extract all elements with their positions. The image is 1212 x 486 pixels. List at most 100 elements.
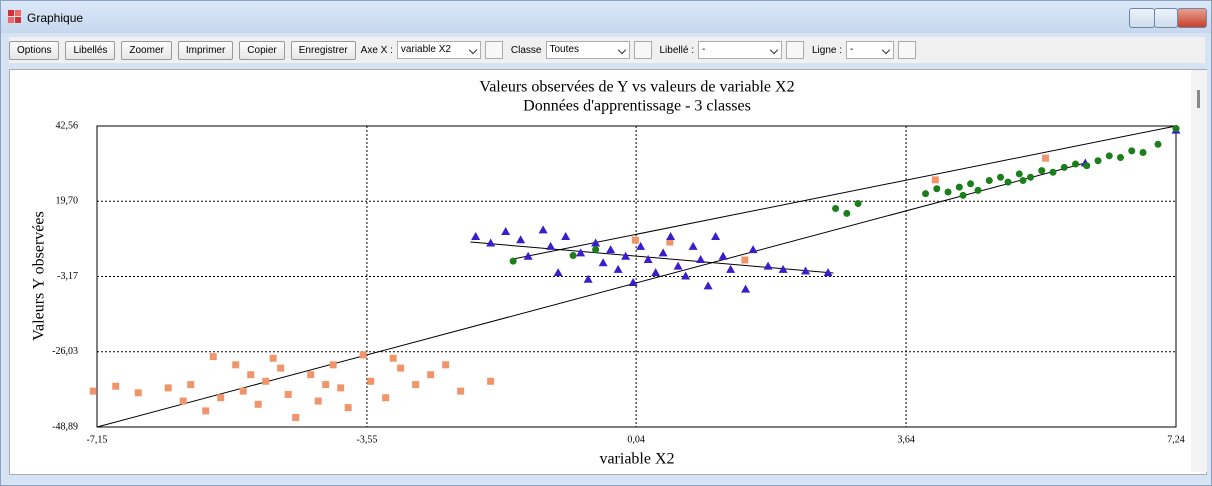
- point: [382, 394, 390, 402]
- chart-subtitle: Données d'apprentissage - 3 classes: [523, 98, 751, 115]
- refresh[interactable]: [484, 41, 503, 59]
- dropdown[interactable]: -: [697, 41, 782, 59]
- point: [778, 264, 788, 273]
- point: [843, 209, 851, 217]
- point: [666, 231, 676, 240]
- point: [187, 381, 195, 389]
- search[interactable]: [898, 41, 916, 59]
- dropdown[interactable]: -: [846, 41, 894, 59]
- y-tick-label: 19,70: [56, 196, 79, 207]
- point: [1042, 154, 1050, 162]
- point: [606, 245, 616, 254]
- refresh[interactable]: [633, 41, 652, 59]
- point: [329, 361, 337, 369]
- regression-line: [470, 241, 834, 274]
- point: [487, 377, 495, 385]
- point: [592, 246, 600, 254]
- point: [202, 407, 210, 415]
- point: [832, 204, 840, 212]
- point: [269, 354, 277, 362]
- point: [179, 397, 187, 405]
- point: [658, 248, 668, 257]
- point: [1038, 167, 1046, 175]
- point: [1072, 160, 1080, 168]
- point: [1117, 153, 1125, 161]
- point: [801, 266, 811, 275]
- app-icon: [8, 10, 21, 23]
- x-tick-label: 3,64: [897, 434, 915, 445]
- scroll-thumb[interactable]: [1197, 90, 1200, 108]
- button[interactable]: Libellés: [65, 40, 116, 60]
- y-tick-label: -3,17: [57, 271, 78, 282]
- point: [427, 371, 435, 379]
- point: [277, 364, 285, 372]
- point: [591, 238, 601, 247]
- point: [523, 251, 533, 260]
- x-tick-label: -3,55: [357, 434, 378, 445]
- point: [538, 225, 548, 234]
- point: [337, 384, 345, 392]
- x-axis-label: variable X2: [599, 451, 674, 468]
- point: [933, 185, 941, 193]
- point: [651, 268, 661, 277]
- point: [741, 284, 751, 293]
- chart-pane: [9, 69, 1207, 475]
- point: [583, 274, 593, 283]
- dropdown[interactable]: variable X2: [396, 41, 481, 59]
- point: [247, 371, 255, 379]
- button[interactable]: Copier: [239, 40, 285, 60]
- point: [666, 238, 674, 246]
- button[interactable]: Zoomer: [121, 40, 172, 60]
- point: [344, 404, 352, 412]
- point: [613, 264, 623, 273]
- point: [1004, 178, 1012, 186]
- point: [1049, 168, 1057, 176]
- point: [643, 254, 653, 263]
- label: Libellé :: [659, 44, 694, 56]
- point: [823, 268, 833, 277]
- point: [681, 271, 691, 280]
- button[interactable]: Options: [9, 40, 60, 60]
- point: [569, 252, 577, 260]
- point: [576, 248, 586, 257]
- point: [209, 353, 217, 361]
- point: [1172, 125, 1180, 133]
- point: [763, 261, 773, 270]
- point: [471, 231, 481, 240]
- point: [748, 245, 758, 254]
- close[interactable]: [1177, 8, 1207, 28]
- dropdown[interactable]: Toutes: [545, 41, 630, 59]
- point: [1015, 170, 1023, 178]
- scrollbar[interactable]: [1191, 70, 1207, 472]
- point: [703, 281, 713, 290]
- point: [631, 236, 639, 244]
- point: [254, 400, 262, 408]
- point: [636, 241, 646, 250]
- point: [696, 254, 706, 263]
- point: [959, 191, 967, 199]
- point: [997, 173, 1005, 181]
- point: [112, 382, 120, 390]
- point: [955, 183, 963, 191]
- point: [1154, 140, 1162, 148]
- button[interactable]: Enregistrer: [290, 40, 356, 60]
- point: [501, 227, 511, 236]
- point: [262, 377, 270, 385]
- point: [509, 257, 517, 265]
- point: [134, 389, 142, 397]
- y-tick-label: -48,89: [52, 421, 78, 432]
- point: [944, 188, 952, 196]
- point: [546, 241, 556, 250]
- label: Axe X :: [360, 44, 393, 56]
- y-tick-label: -26,03: [52, 346, 78, 357]
- point: [516, 235, 526, 244]
- point: [412, 381, 420, 389]
- point: [1060, 163, 1068, 171]
- search[interactable]: [785, 41, 804, 59]
- button[interactable]: Imprimer: [177, 40, 234, 60]
- point: [1105, 152, 1113, 160]
- point: [673, 261, 683, 270]
- point: [442, 361, 450, 369]
- point: [741, 256, 749, 264]
- label: Ligne :: [811, 44, 842, 56]
